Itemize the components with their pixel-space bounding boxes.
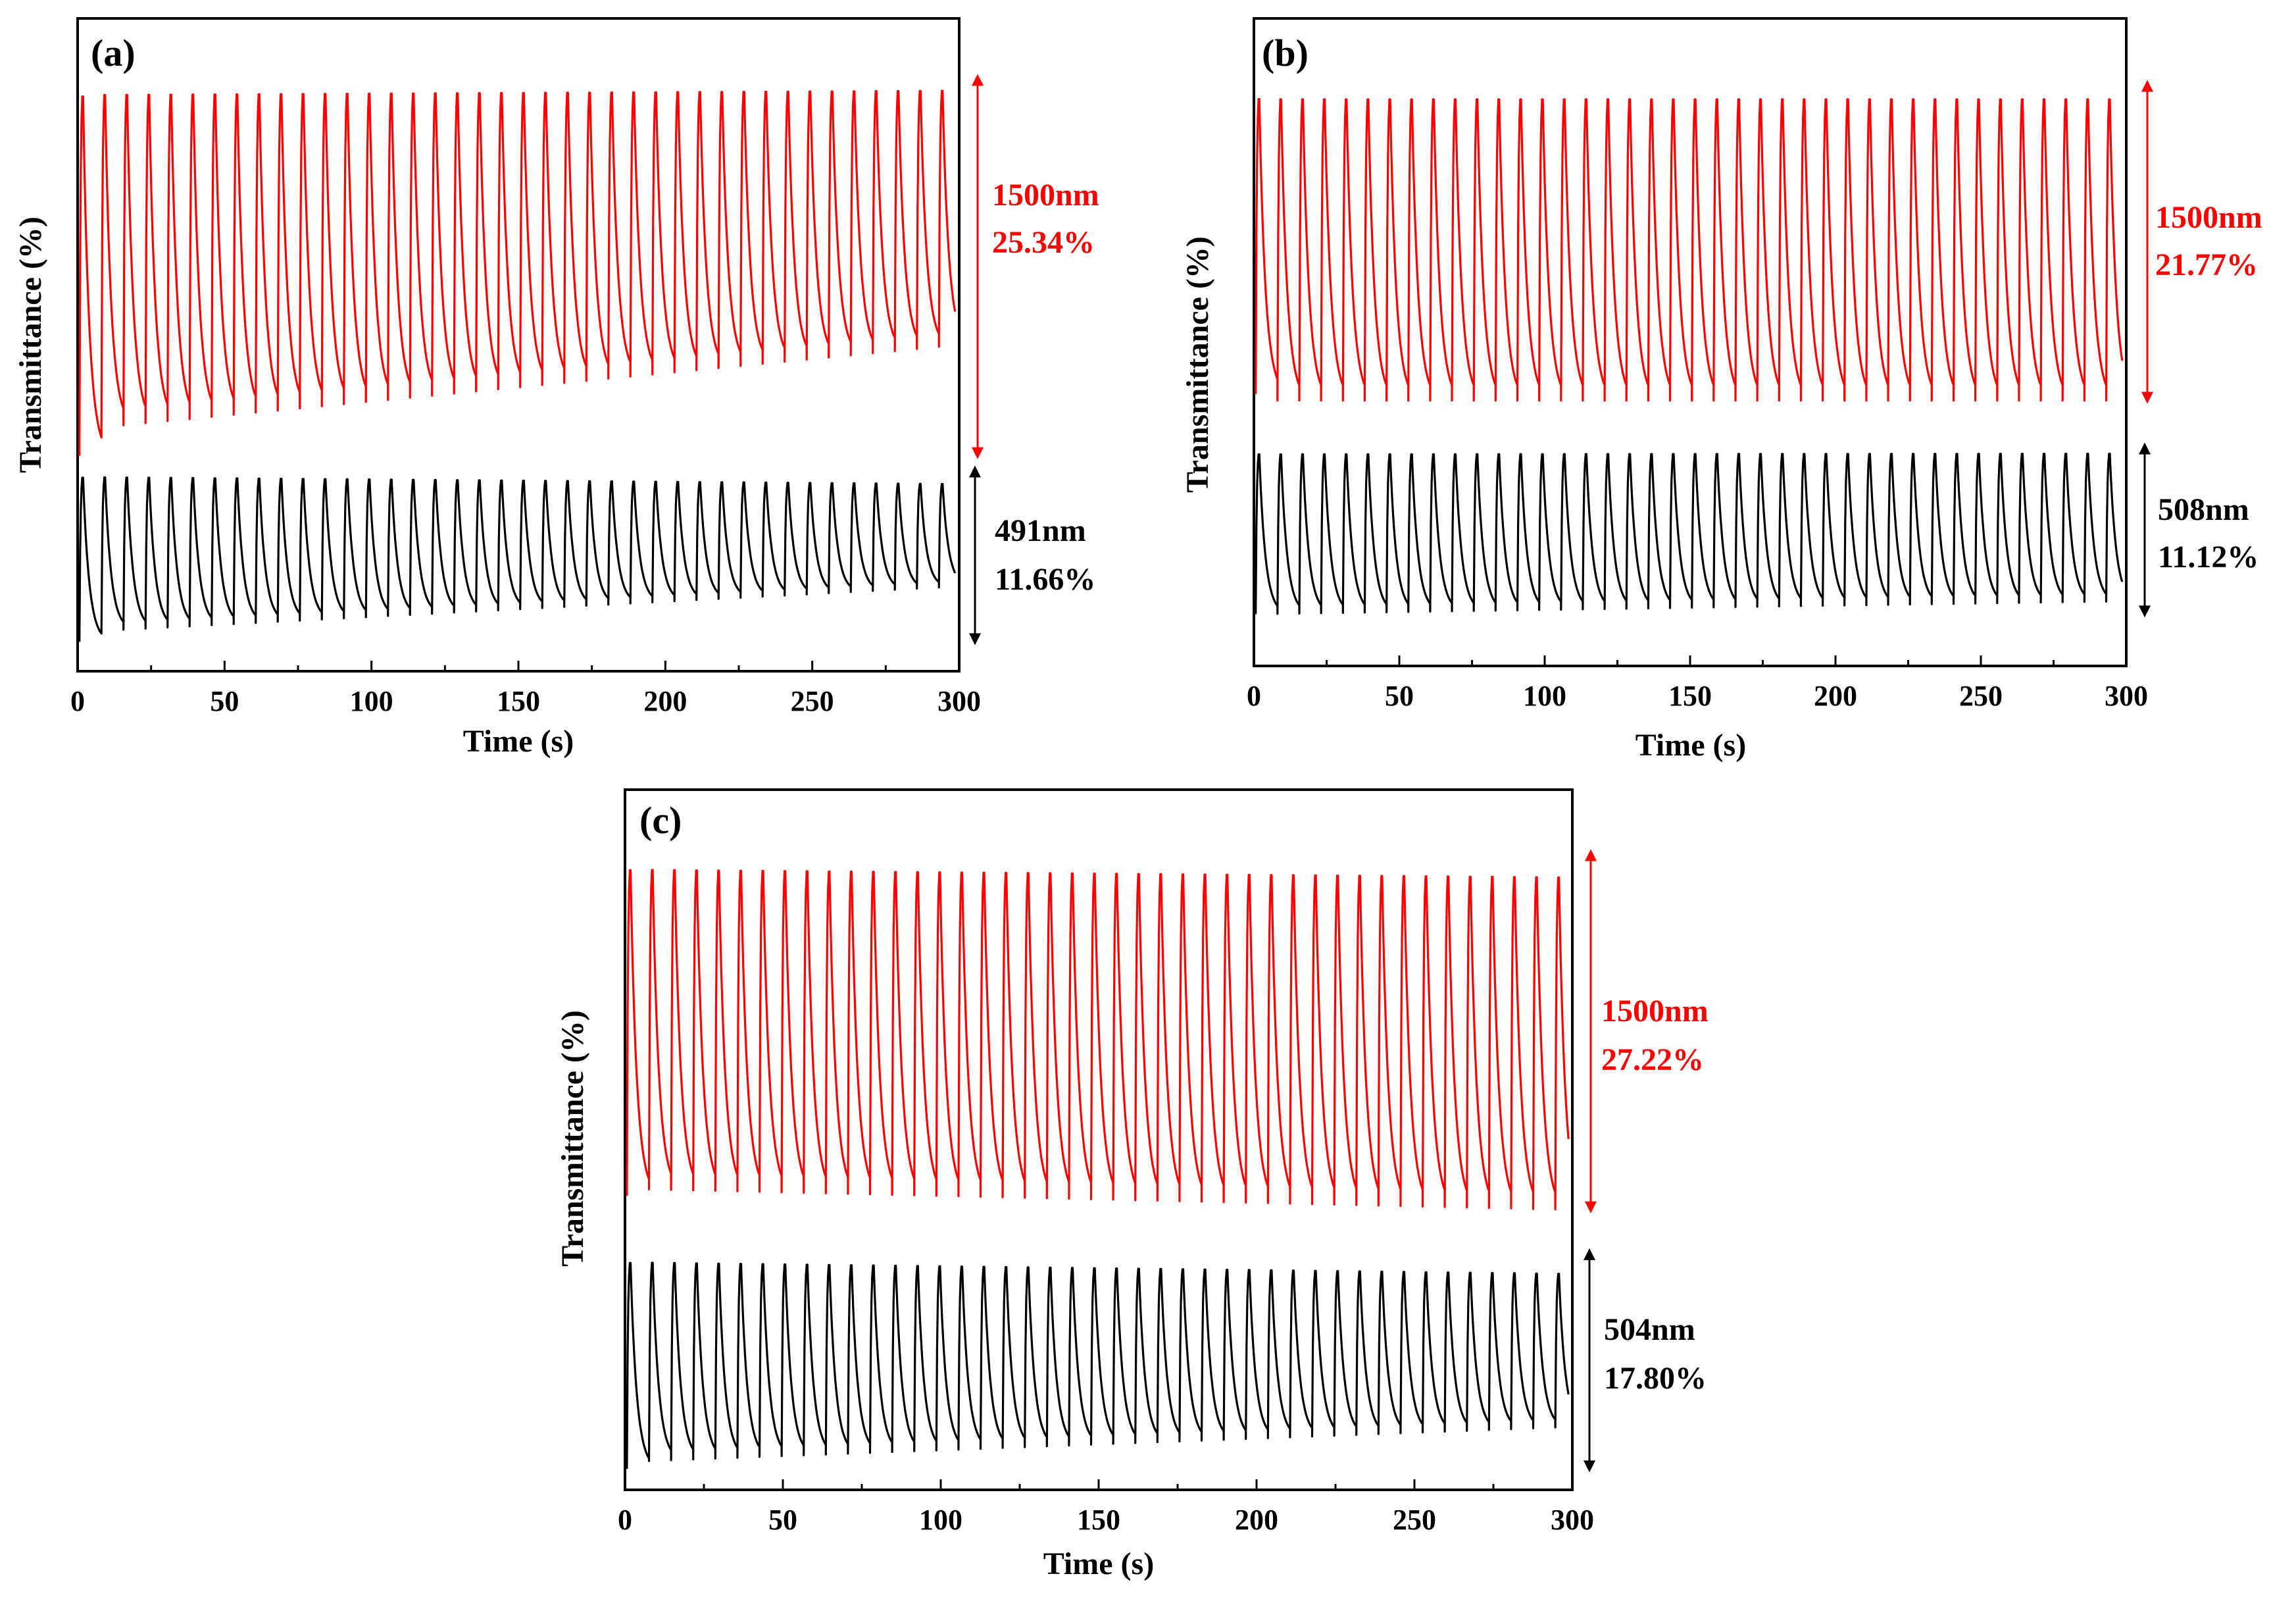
annotation-red-wavelength: 1500nm	[992, 178, 1099, 213]
x-tick-label: 300	[1551, 1504, 1594, 1536]
range-arrow-head-up	[972, 74, 984, 86]
range-arrow-head-down	[1585, 1201, 1597, 1213]
x-axis-ticks: 0 50 100 150 200 250 300	[70, 661, 981, 717]
annotation-black-contrast: 11.12%	[2158, 540, 2259, 574]
x-axis-ticks: 0 50 100 150 200 250 300	[1247, 655, 2148, 712]
annotation-black-wavelength: 508nm	[2158, 492, 2249, 527]
x-tick-label: 150	[1077, 1504, 1120, 1536]
annotation-black-contrast: 17.80%	[1604, 1361, 1707, 1396]
y-axis-title: Transmittance (%)	[1180, 236, 1215, 493]
x-tick-label: 250	[1959, 680, 2003, 712]
x-tick-label: 50	[210, 685, 239, 717]
range-arrows	[969, 74, 984, 646]
annotation-black-wavelength: 504nm	[1604, 1312, 1695, 1347]
y-axis-title: Transmittance (%)	[555, 1010, 590, 1267]
annotation-red-wavelength: 1500nm	[1601, 994, 1709, 1029]
series-line-1500nm	[1255, 97, 2124, 402]
x-tick-label: 0	[70, 685, 85, 717]
x-tick-label: 50	[768, 1504, 797, 1536]
series-line-491nm	[78, 476, 957, 642]
annotation-black-wavelength: 491nm	[995, 513, 1086, 548]
range-arrow-head-down	[2141, 392, 2153, 404]
series-line-508nm	[1255, 452, 2124, 615]
plot-frame	[1253, 17, 2128, 667]
plot-frame	[624, 788, 1574, 1491]
x-tick-label: 300	[2105, 680, 2148, 712]
series-line-1500nm	[78, 89, 957, 456]
range-arrow-head-down	[972, 447, 984, 459]
range-arrow-head-down	[969, 633, 981, 646]
x-tick-label: 100	[350, 685, 393, 717]
x-axis-title: Time (s)	[463, 724, 574, 759]
y-axis-title: Transmittance (%)	[13, 217, 48, 473]
x-tick-label: 200	[1814, 680, 1857, 712]
panel-label: (b)	[1262, 32, 1309, 74]
panel-label: (c)	[639, 799, 682, 842]
annotation-red-wavelength: 1500nm	[2155, 200, 2262, 235]
x-tick-label: 250	[1393, 1504, 1436, 1536]
x-tick-label: 200	[643, 685, 687, 717]
x-tick-label: 150	[1668, 680, 1712, 712]
plot-frame	[76, 17, 961, 673]
range-arrow-head-up	[1585, 849, 1597, 861]
series-line-504nm	[626, 1261, 1570, 1469]
range-arrows	[2139, 80, 2153, 618]
range-arrow-head-up	[969, 465, 981, 478]
range-arrow-head-down	[1584, 1460, 1595, 1473]
curves	[78, 89, 957, 642]
x-axis-ticks: 0 50 100 150 200 250 300	[618, 1479, 1594, 1536]
series-line-1500nm	[626, 869, 1570, 1211]
range-arrow-head-up	[2139, 442, 2151, 455]
x-tick-label: 0	[618, 1504, 632, 1536]
x-tick-label: 100	[1523, 680, 1566, 712]
x-tick-label: 0	[1247, 680, 1261, 712]
annotation-red-contrast: 21.77%	[2155, 247, 2258, 282]
range-arrow-head-down	[2139, 605, 2151, 618]
annotation-red-contrast: 27.22%	[1601, 1042, 1704, 1077]
curves	[1255, 97, 2124, 615]
curves	[626, 869, 1570, 1469]
range-arrows	[1584, 849, 1597, 1473]
x-tick-label: 50	[1385, 680, 1414, 712]
panel-label: (a)	[91, 32, 136, 74]
annotation-black-contrast: 11.66%	[995, 562, 1095, 597]
x-tick-label: 250	[791, 685, 834, 717]
x-axis-title: Time (s)	[1043, 1546, 1154, 1581]
range-arrow-head-up	[1584, 1248, 1595, 1260]
x-tick-label: 300	[937, 685, 981, 717]
panel-b: (b) Transmittance (%) Time (s) 0 50 100 150…	[1180, 17, 2262, 763]
x-axis-title: Time (s)	[1635, 728, 1746, 763]
range-arrow-head-up	[2141, 80, 2153, 92]
x-tick-label: 200	[1235, 1504, 1278, 1536]
x-tick-label: 150	[497, 685, 540, 717]
panel-c: (c) Transmittance (%) Time (s) 0 50 100 150…	[555, 788, 1709, 1581]
annotation-red-contrast: 25.34%	[992, 225, 1095, 260]
x-tick-label: 100	[919, 1504, 962, 1536]
panel-a: (a) Transmittance (%) Time (s) 0 50 100 150…	[13, 17, 1099, 759]
